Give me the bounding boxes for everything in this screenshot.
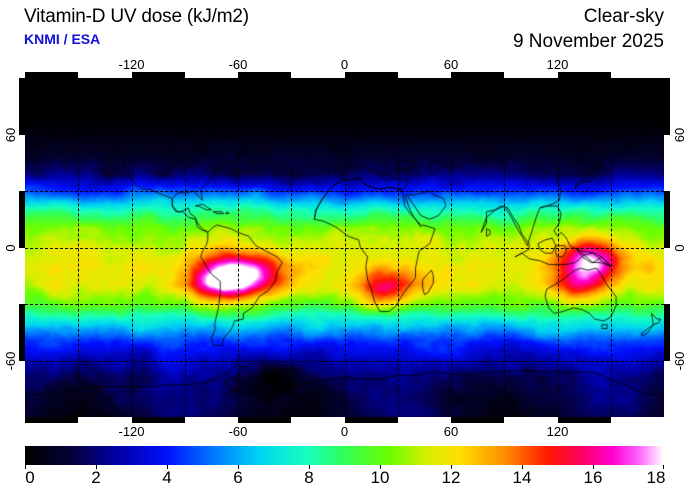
axis-tick-segment — [397, 72, 451, 78]
axis-tick-segment — [19, 78, 25, 135]
colorbar-gradient — [25, 446, 664, 465]
axis-tick-segment — [78, 72, 132, 78]
colorbar-tick-label: 10 — [370, 468, 390, 487]
colorbar-tick-label: 14 — [512, 468, 532, 487]
axis-tick-segment — [19, 134, 25, 191]
axis-longitude-label: 120 — [546, 57, 569, 72]
axis-tick-segment — [131, 72, 185, 78]
colorbar-tick-label: 0 — [25, 468, 35, 487]
colorbar-tick — [167, 465, 168, 469]
colorbar-tick-label: 4 — [162, 468, 172, 487]
axis-latitude-label: -60 — [672, 351, 687, 370]
axis-tick-segment — [664, 78, 670, 135]
axis-latitude-label: 60 — [672, 127, 687, 142]
colorbar-tick-label: 18 — [646, 468, 666, 487]
axis-tick-segment — [557, 417, 611, 423]
axis-tick-segment — [504, 72, 558, 78]
credit-label: KNMI / ESA — [24, 31, 101, 47]
colorbar-tick — [380, 465, 381, 469]
axis-tick-segment — [451, 72, 505, 78]
axis-tick-segment — [19, 360, 25, 417]
axis-tick-segment — [397, 417, 451, 423]
axis-tick-segment — [664, 134, 670, 191]
axis-longitude-label: 120 — [546, 424, 569, 439]
axis-longitude-label: -120 — [118, 424, 145, 439]
colorbar-ticks — [25, 465, 664, 470]
colorbar-tick — [309, 465, 310, 469]
header: Vitamin-D UV dose (kJ/m2) KNMI / ESA Cle… — [0, 0, 688, 58]
axis-top-ticks — [25, 72, 664, 78]
colorbar-tick — [522, 465, 523, 469]
axis-tick-segment — [664, 191, 670, 248]
axis-tick-segment — [238, 417, 292, 423]
axis-tick-segment — [504, 417, 558, 423]
colorbar-tick-label: 6 — [233, 468, 243, 487]
colorbar-tick — [25, 465, 26, 469]
axis-longitude-label: -120 — [118, 57, 145, 72]
axis-longitude-label: 0 — [340, 57, 349, 72]
axis-tick-segment — [78, 417, 132, 423]
axis-longitude-label: -60 — [228, 424, 248, 439]
colorbar-tick — [451, 465, 452, 469]
axis-latitude-label: 0 — [3, 243, 18, 252]
axis-tick-segment — [664, 247, 670, 304]
axis-latitude-label: 60 — [3, 127, 18, 142]
axis-tick-segment — [184, 417, 238, 423]
axis-tick-segment — [25, 417, 79, 423]
sky-condition-label: Clear-sky — [583, 6, 664, 27]
axis-tick-segment — [291, 417, 345, 423]
colorbar-tick-label: 8 — [304, 468, 314, 487]
axis-bottom-ticks — [25, 417, 664, 423]
colorbar-tick — [663, 465, 664, 469]
colorbar-tick — [238, 465, 239, 469]
axis-latitude-label: 0 — [672, 243, 687, 252]
axis-longitude-label: 0 — [340, 424, 349, 439]
axis-tick-segment — [291, 72, 345, 78]
axis-tick-segment — [184, 72, 238, 78]
colorbar-tick-label: 2 — [91, 468, 101, 487]
axis-tick-segment — [238, 72, 292, 78]
colorbar-tick — [593, 465, 594, 469]
axis-tick-segment — [344, 72, 398, 78]
axis-tick-segment — [610, 417, 664, 423]
axis-tick-segment — [664, 360, 670, 417]
colorbar-tick-label: 12 — [441, 468, 461, 487]
axis-tick-segment — [451, 417, 505, 423]
axis-longitude-label: -60 — [228, 57, 248, 72]
axis-right-ticks — [664, 78, 670, 417]
axis-tick-segment — [344, 417, 398, 423]
axis-longitude-label: 60 — [443, 424, 459, 439]
axis-tick-segment — [19, 304, 25, 361]
axis-tick-segment — [19, 191, 25, 248]
axis-tick-segment — [557, 72, 611, 78]
colorbar — [25, 446, 664, 465]
axis-tick-segment — [610, 72, 664, 78]
uv-dose-map — [25, 78, 664, 417]
page-title: Vitamin-D UV dose (kJ/m2) — [24, 6, 249, 27]
date-label: 9 November 2025 — [512, 31, 664, 52]
axis-tick-segment — [25, 72, 79, 78]
colorbar-tick-label: 16 — [583, 468, 603, 487]
axis-tick-segment — [19, 247, 25, 304]
axis-tick-segment — [664, 304, 670, 361]
colorbar-tick — [96, 465, 97, 469]
uv-dose-heatmap-canvas — [25, 78, 664, 417]
axis-longitude-label: 60 — [443, 57, 459, 72]
axis-left-ticks — [19, 78, 25, 417]
axis-tick-segment — [131, 417, 185, 423]
axis-latitude-label: -60 — [3, 351, 18, 370]
